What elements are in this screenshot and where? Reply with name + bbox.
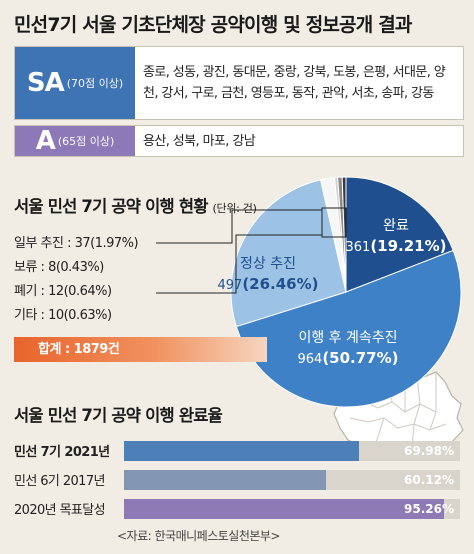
pie-slice-label: 이행 후 계속추진 <box>298 330 397 346</box>
grade-score: (70점 이상) <box>66 77 124 90</box>
grade-row-a: A (65점 이상) 용산, 성북, 마포, 강남 <box>14 125 464 157</box>
status-unit: (단위: 건) <box>212 202 257 215</box>
rate-row: 민선 7기 2021년 69.98% <box>14 436 460 465</box>
status-item: 일부 추진 : 37(1.97%) <box>14 236 139 251</box>
grade-row-sa: SA (70점 이상) 종로, 성동, 광진, 동대문, 중랑, 강북, 도봉,… <box>14 46 464 120</box>
rate-row: 민선 6기 2017년 60.12% <box>14 465 460 494</box>
rate-bar-chart: 민선 7기 2021년 69.98% 민선 6기 2017년 60.12% 20… <box>14 436 460 523</box>
rate-value-label: 60.12% <box>404 472 454 487</box>
pie-slice-0 <box>345 176 454 293</box>
rate-bar <box>124 498 445 519</box>
pie-slice-value: 361(19.21%) <box>345 237 446 255</box>
rate-value-label: 95.26% <box>404 501 454 516</box>
grade-letter: A <box>35 126 56 156</box>
rate-category-label: 2020년 목표달성 <box>14 503 106 518</box>
pie-slice-label: 정상 추진 <box>240 256 296 272</box>
grade-badge-sa: SA (70점 이상) <box>15 47 135 119</box>
grade-score: (65점 이상) <box>57 135 115 148</box>
pie-slice-6 <box>341 176 347 293</box>
rate-value-label: 69.98% <box>404 443 454 458</box>
status-item: 기타 : 10(0.63%) <box>14 308 112 323</box>
status-small-list: 일부 추진 : 37(1.97%) 보류 : 8(0.43%) 폐기 : 12(… <box>14 232 139 328</box>
pie-slice-value: 497(26.46%) <box>217 275 318 293</box>
grade-letter: SA <box>26 68 65 98</box>
status-section-title: 서울 민선 7기 공약 이행 현황 (단위: 건) <box>14 193 257 217</box>
rate-category-label: 민선 6기 2017년 <box>14 474 105 489</box>
grade-table: SA (70점 이상) 종로, 성동, 광진, 동대문, 중랑, 강북, 도봉,… <box>14 46 464 157</box>
rate-category-label: 민선 7기 2021년 <box>14 445 110 460</box>
total-bar: 합계 : 1879건 <box>14 337 267 362</box>
status-item: 폐기 : 12(0.64%) <box>14 284 112 299</box>
grade-badge-a: A (65점 이상) <box>15 126 135 156</box>
zoom-box <box>321 207 347 238</box>
grade-districts: 용산, 성북, 마포, 강남 <box>143 133 256 149</box>
rate-row: 2020년 목표달성 95.26% <box>14 494 460 523</box>
leader-lines <box>156 207 347 294</box>
rate-track: 60.12% <box>124 469 460 490</box>
source-note: <자료: 한국매니페스토실천본부> <box>117 529 281 543</box>
rate-bar <box>124 469 326 490</box>
rate-track: 69.98% <box>124 440 460 461</box>
pie-slice-1 <box>235 249 462 408</box>
rate-section-title: 서울 민선 7기 공약 이행 완료율 <box>14 406 223 425</box>
grade-districts: 종로, 성동, 광진, 동대문, 중랑, 강북, 도봉, 은평, 서대문, 양천… <box>143 65 446 101</box>
pie-slice-value: 964(50.77%) <box>297 349 398 367</box>
status-item: 보류 : 8(0.43%) <box>14 260 104 275</box>
page-title: 민선7기 서울 기초단체장 공약이행 및 정보공개 결과 <box>14 14 412 36</box>
rate-bar <box>124 440 360 461</box>
pie-slice-label: 완료 <box>383 218 409 234</box>
status-title-text: 서울 민선 7기 공약 이행 현황 <box>14 197 208 216</box>
rate-track: 95.26% <box>124 498 460 519</box>
